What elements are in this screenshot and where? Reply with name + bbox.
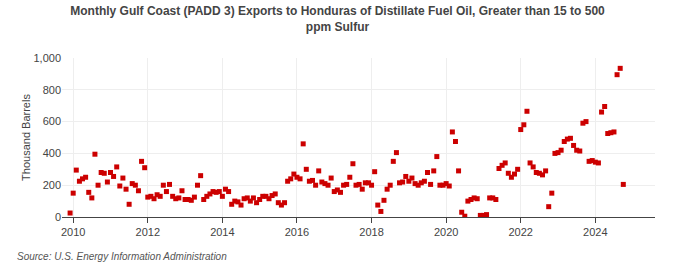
svg-text:2022: 2022 xyxy=(508,226,532,238)
svg-text:2010: 2010 xyxy=(61,226,85,238)
svg-text:2018: 2018 xyxy=(359,226,383,238)
svg-text:1,000: 1,000 xyxy=(33,52,61,64)
svg-text:2020: 2020 xyxy=(434,226,458,238)
svg-text:2024: 2024 xyxy=(583,226,607,238)
svg-text:Source: U.S. Energy Informatio: Source: U.S. Energy Information Administ… xyxy=(17,251,227,262)
svg-text:0: 0 xyxy=(55,211,61,223)
svg-text:2014: 2014 xyxy=(210,226,234,238)
svg-text:2012: 2012 xyxy=(136,226,160,238)
svg-text:400: 400 xyxy=(43,147,61,159)
svg-text:200: 200 xyxy=(43,179,61,191)
svg-text:600: 600 xyxy=(43,115,61,127)
svg-text:2016: 2016 xyxy=(285,226,309,238)
svg-text:Thousand Barrels: Thousand Barrels xyxy=(20,94,32,181)
svg-text:Monthly Gulf Coast (PADD 3) Ex: Monthly Gulf Coast (PADD 3) Exports to H… xyxy=(70,4,605,34)
svg-text:800: 800 xyxy=(43,84,61,96)
